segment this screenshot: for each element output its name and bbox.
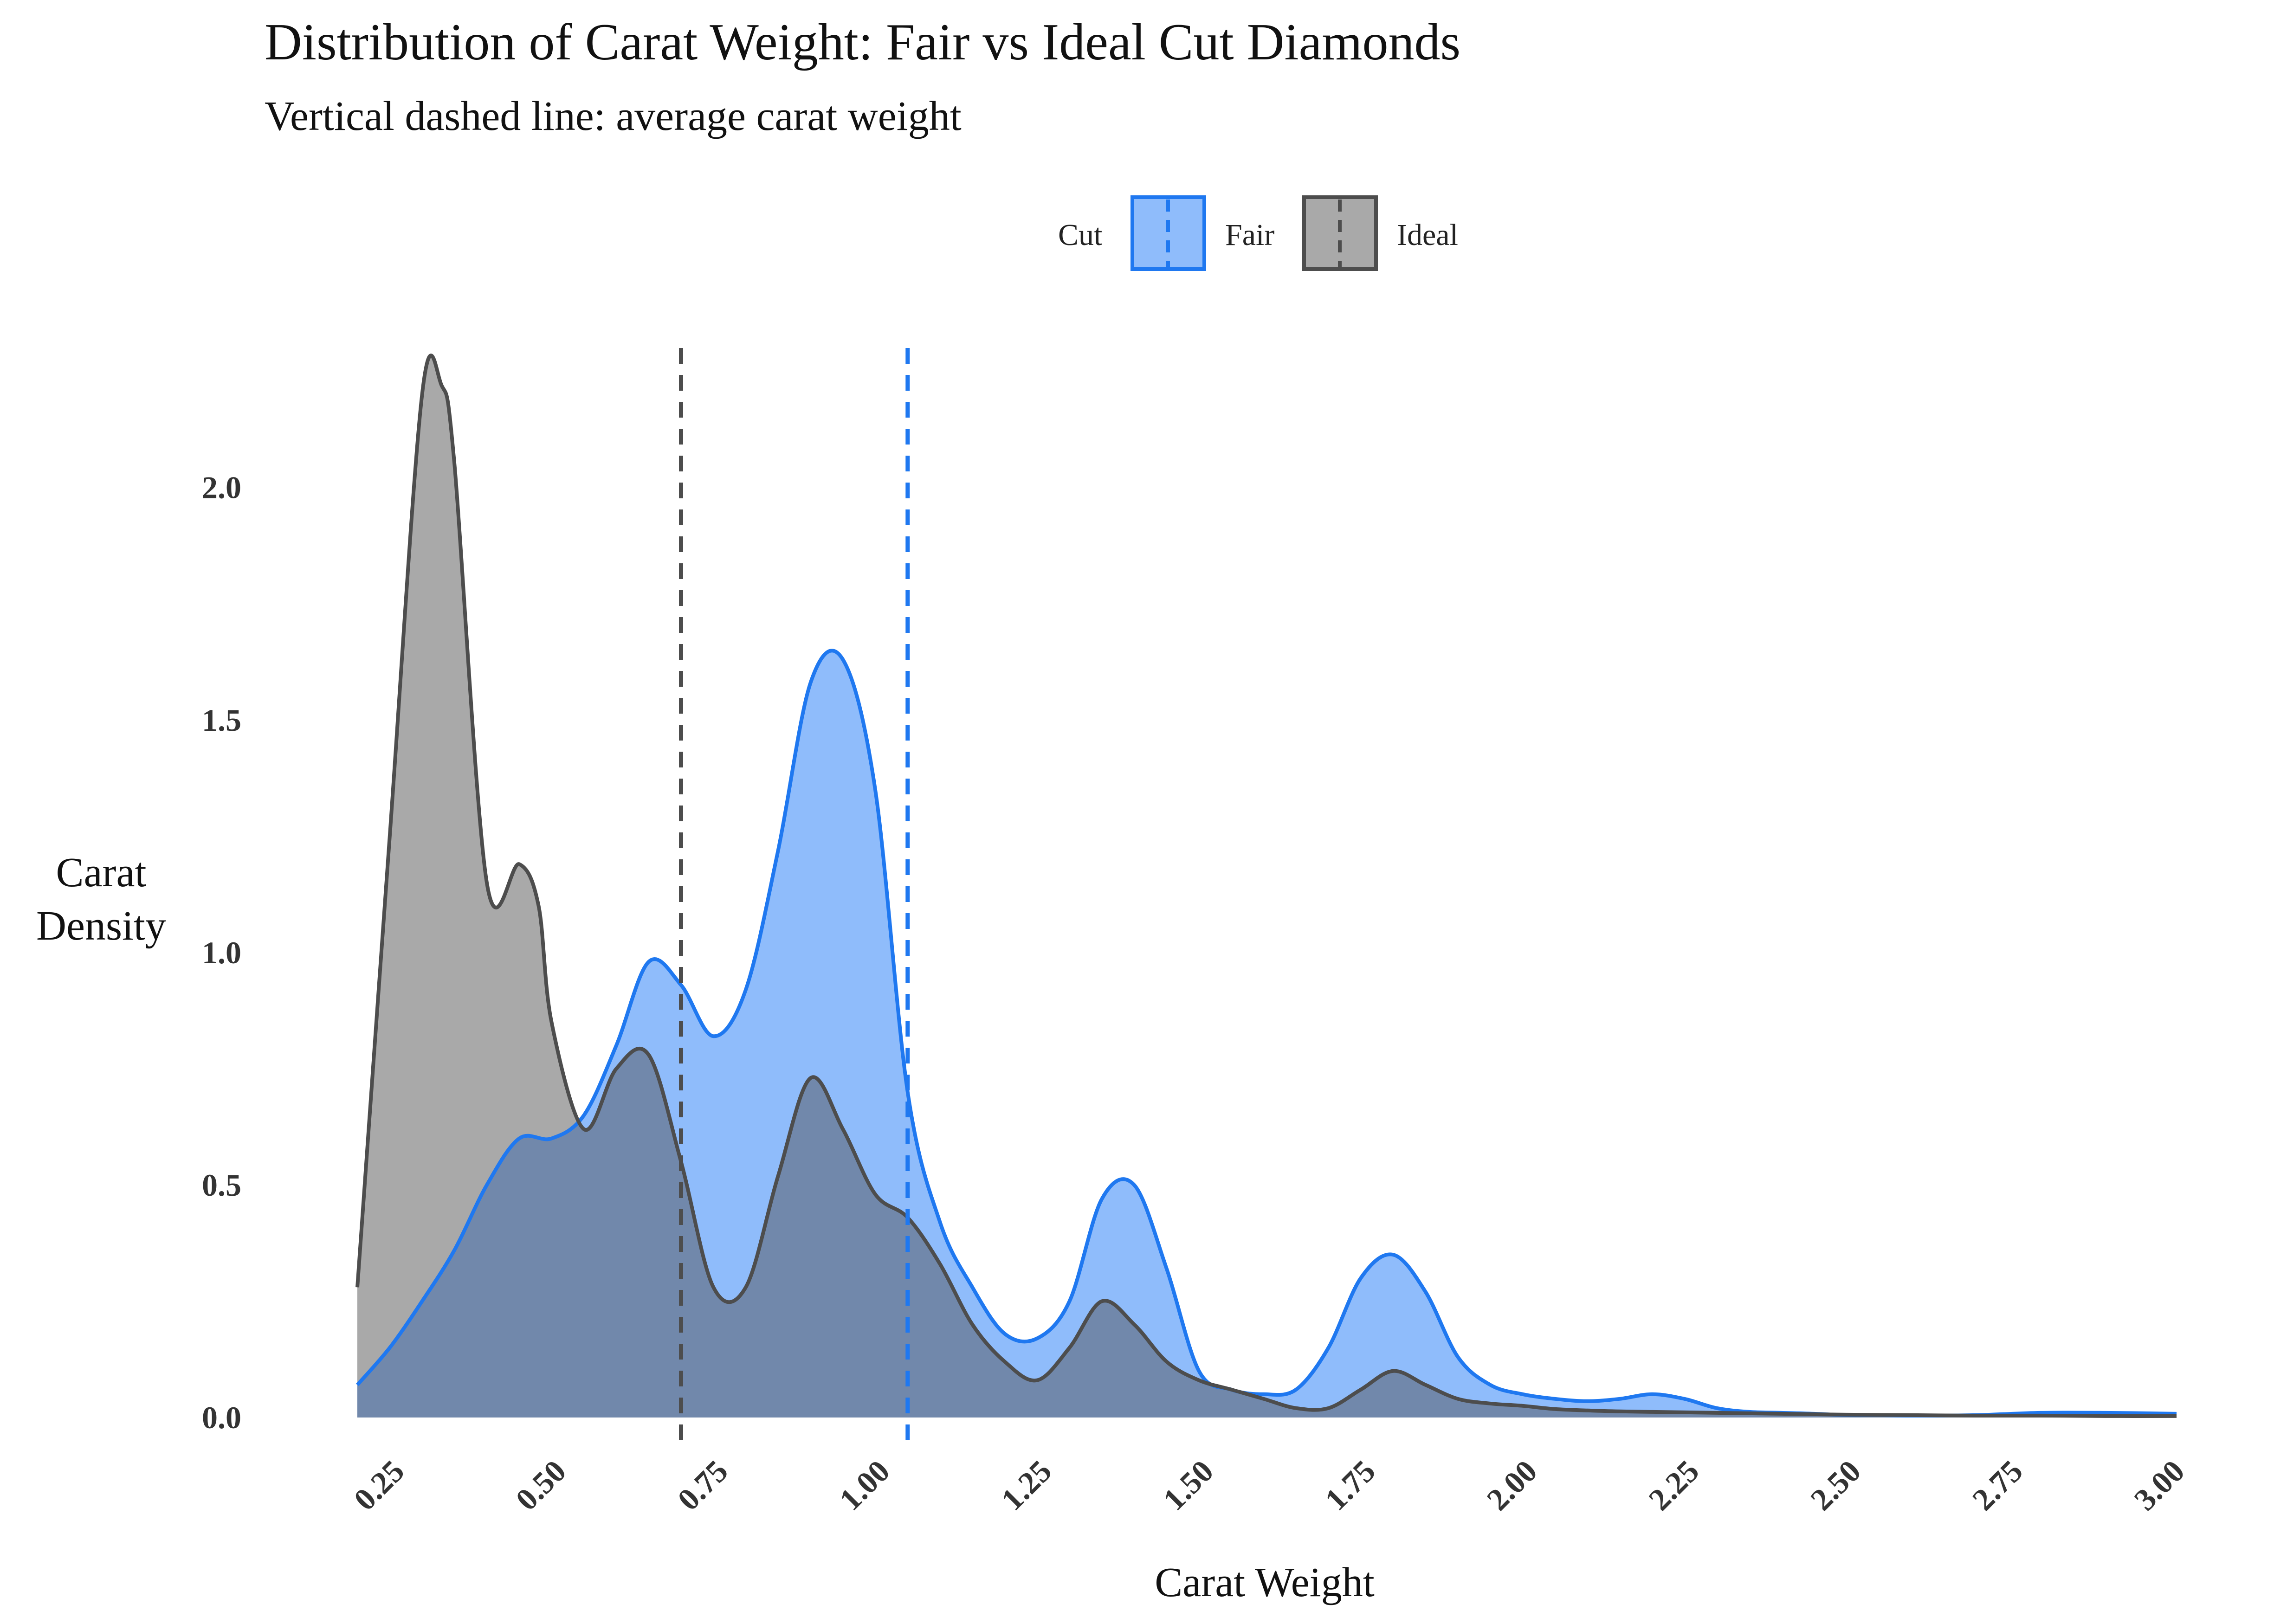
density-areas: [355, 354, 2177, 1418]
x-tick-label: 2.25: [1642, 1453, 1706, 1517]
x-tick-label: 2.75: [1965, 1453, 2029, 1517]
legend: Cut Fair Ideal: [1058, 195, 1458, 271]
x-tick-label: 1.50: [1156, 1453, 1220, 1517]
chart-subtitle: Vertical dashed line: average carat weig…: [265, 93, 962, 139]
x-axis-label: Carat Weight: [1155, 1560, 1374, 1605]
legend-title: Cut: [1058, 218, 1102, 252]
legend-label-ideal: Ideal: [1397, 218, 1458, 252]
chart-title: Distribution of Carat Weight: Fair vs Id…: [265, 13, 1460, 71]
mean-lines: [679, 348, 910, 1445]
y-tick-label: 0.0: [202, 1400, 241, 1435]
x-tick-label: 2.50: [1803, 1453, 1867, 1517]
y-axis-label-line-2: Density: [36, 903, 166, 949]
y-axis-label-line-1: Carat: [56, 850, 147, 896]
x-tick-label: 2.00: [1480, 1453, 1544, 1517]
x-tick-label: 1.25: [995, 1453, 1059, 1517]
y-tick-label: 0.5: [202, 1167, 241, 1203]
x-tick-label: 3.00: [2127, 1453, 2191, 1517]
x-tick-label: 0.75: [671, 1453, 735, 1517]
legend-label-fair: Fair: [1225, 218, 1274, 252]
x-tick-label: 0.25: [347, 1453, 411, 1517]
density-line-ideal: [355, 354, 2177, 1418]
x-tick-label: 0.50: [509, 1453, 573, 1517]
y-axis: 0.0 0.5 1.0 1.5 2.0: [202, 470, 241, 1435]
x-axis: 0.25 0.50 0.75 1.00 1.25 1.50 1.75 2.00 2.25 2.50…: [347, 1453, 2191, 1517]
x-tick-label: 1.00: [833, 1453, 897, 1517]
y-tick-label: 1.0: [202, 935, 241, 970]
density-line-fair: [355, 649, 2177, 1418]
y-tick-label: 1.5: [202, 702, 241, 738]
density-fill-overlap: [357, 651, 2177, 1418]
y-tick-label: 2.0: [202, 470, 241, 505]
x-tick-label: 1.75: [1318, 1453, 1382, 1517]
